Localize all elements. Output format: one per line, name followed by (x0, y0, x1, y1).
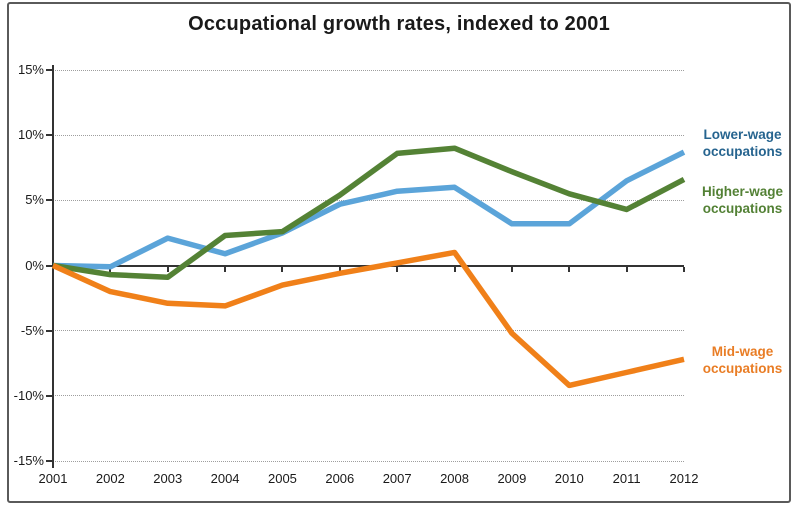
legend-lower-wage-occupations: Lower-wage occupations (685, 126, 800, 160)
x-axis-label-2007: 2007 (382, 471, 412, 486)
chart-title: Occupational growth rates, indexed to 20… (188, 13, 610, 35)
y-axis-label: -5% (20, 322, 44, 338)
y-axis-label: -10% (13, 387, 44, 403)
y-axis-label: 0% (25, 257, 44, 273)
x-axis-tick (224, 266, 227, 272)
series-line-lower-wage-occupations (52, 149, 686, 270)
y-axis-tick (46, 264, 52, 267)
x-axis-label-2010: 2010 (554, 471, 584, 486)
gridline-15% (53, 69, 684, 71)
y-axis-tick (46, 134, 52, 137)
legend-lower-wage-line2: occupations (702, 144, 783, 159)
x-axis-tick (52, 266, 54, 272)
gridline--10% (53, 395, 684, 397)
x-axis-tick (338, 266, 341, 272)
x-axis-label-2009: 2009 (497, 471, 527, 486)
x-axis-tick (510, 266, 513, 272)
y-axis-label: 5% (25, 192, 44, 208)
gridline--15% (53, 460, 684, 462)
gridline-10% (53, 134, 684, 136)
y-axis-tick (46, 329, 52, 332)
legend-mid-wage-occupations: Mid-wage occupations (685, 343, 800, 377)
y-axis-tick (46, 394, 52, 397)
x-axis-label-2001: 2001 (38, 471, 68, 486)
x-axis-label-2005: 2005 (267, 471, 297, 486)
x-axis-label-2002: 2002 (95, 471, 125, 486)
x-axis-tick (281, 266, 284, 272)
x-axis-tick (683, 266, 685, 272)
y-axis-label: 15% (17, 62, 44, 77)
x-axis-label-2003: 2003 (153, 471, 183, 486)
legend-lower-wage-line1: Lower-wage (703, 127, 782, 142)
y-axis-label: -15% (13, 453, 44, 468)
x-axis-label-2004: 2004 (210, 471, 240, 486)
y-axis-label: 10% (17, 127, 44, 143)
x-axis-label-2008: 2008 (440, 471, 469, 486)
legend-mid-wage-line2: occupations (702, 361, 783, 376)
gridline--5% (53, 330, 684, 332)
x-axis-tick (453, 266, 456, 272)
series-line-higher-wage-occupations (52, 145, 686, 280)
legend-mid-wage-line1: Mid-wage (711, 344, 774, 359)
x-axis-tick (568, 266, 571, 272)
x-axis-tick (166, 266, 169, 272)
legend-higher-wage-line1: Higher-wage (701, 184, 783, 199)
plot-area: 15% 10% 5% 0% -5% -10% -15% 2001 2002 2003 2004 200… (14, 62, 699, 486)
series-line-mid-wage-occupations (51, 249, 685, 389)
legend-higher-wage-line2: occupations (702, 201, 783, 216)
y-axis-tick (46, 199, 52, 202)
y-axis-tick (46, 69, 52, 71)
x-axis-label-2011: 2011 (612, 471, 641, 486)
legend-higher-wage-occupations: Higher-wage occupations (685, 183, 800, 217)
x-axis-label-2012: 2012 (669, 471, 699, 486)
y-axis-tick (46, 460, 52, 462)
x-axis-tick (396, 266, 399, 272)
x-axis-label-2006: 2006 (325, 471, 355, 486)
x-axis-tick (625, 266, 628, 272)
series-lines-svg (51, 145, 686, 389)
